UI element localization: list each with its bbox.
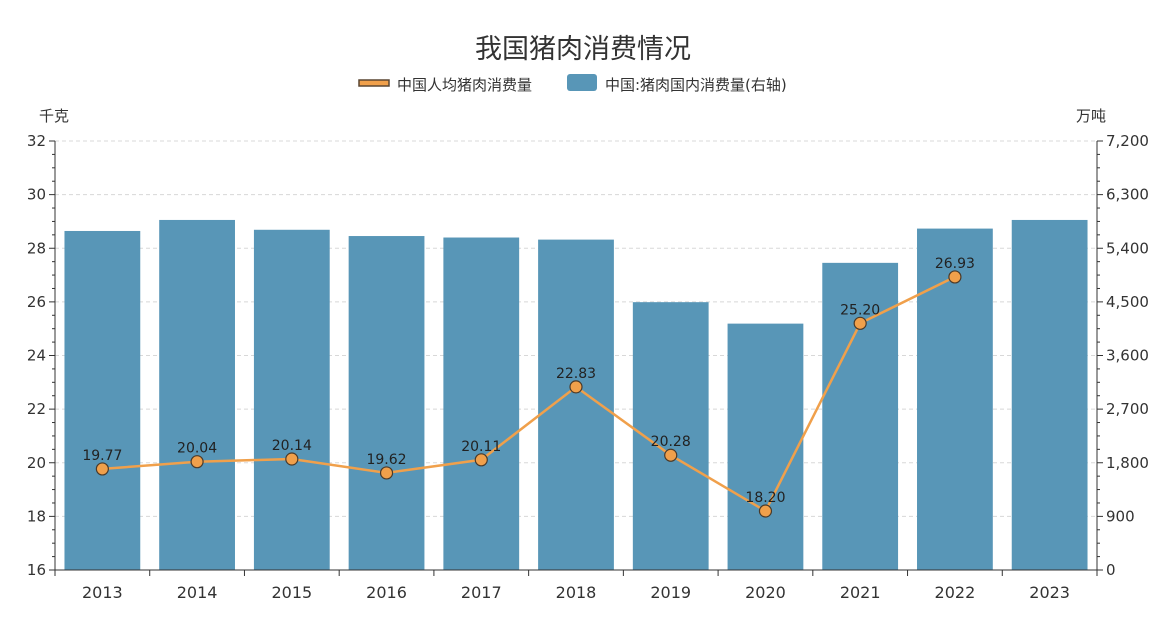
bar [727,323,804,570]
legend-label-bar: 中国:猪肉国内消费量(右轴) [605,76,787,94]
data-label: 22.83 [556,366,596,382]
y-right-tick-label: 5,400 [1106,239,1149,257]
y-right-tick-label: 4,500 [1106,293,1149,311]
bar [253,229,330,570]
data-point [948,270,962,284]
data-label: 18.20 [745,490,785,506]
data-point [379,466,394,480]
legend-bar-swatch [567,74,597,91]
y-right-tick-label: 0 [1106,561,1116,579]
data-point [474,453,488,467]
legend[interactable]: 中国人均猪肉消费量 中国:猪肉国内消费量(右轴) [358,74,787,94]
x-tick-label: 2019 [650,583,691,602]
y-left-tick-label: 22 [27,400,46,418]
legend-item-line[interactable]: 中国人均猪肉消费量 [358,76,532,94]
line-series [95,270,962,518]
y-right-tick-label: 1,800 [1106,454,1149,472]
x-tick-label: 2014 [177,583,218,602]
y-left-tick-label: 26 [27,293,46,311]
x-tick-label: 2015 [271,583,312,602]
bar [822,262,899,570]
data-label: 20.04 [177,441,217,457]
x-tick-label: 2023 [1029,583,1070,602]
series-line [102,275,956,513]
x-tick-label: 2020 [745,583,786,602]
x-tick-label: 2021 [840,583,881,602]
data-label: 25.20 [840,302,880,318]
data-label: 19.77 [82,448,122,464]
x-tick-label: 2013 [82,583,123,602]
legend-item-bar[interactable]: 中国:猪肉国内消费量(右轴) [567,74,787,94]
bar [64,230,141,571]
bar [443,237,520,570]
y-right-tick-label: 6,300 [1106,186,1149,204]
bar-series [64,219,1088,571]
y-left-tick-label: 30 [27,186,46,204]
y-right-tick-label: 3,600 [1106,347,1149,365]
y-left-tick-label: 24 [27,347,46,365]
y-left-tick-label: 18 [27,507,46,525]
data-label: 26.93 [935,256,975,272]
data-point [758,504,773,518]
data-label: 19.62 [366,452,406,468]
y-left-tick-label: 20 [27,454,46,472]
data-point [664,448,678,462]
data-label: 20.14 [272,438,312,454]
y-left-unit: 千克 [39,107,69,125]
legend-label-line: 中国人均猪肉消费量 [397,76,532,94]
chart-title: 我国猪肉消费情况 [475,34,691,65]
data-point [853,316,867,330]
data-labels: 19.77 20.04 20.14 19.62 20.11 22.83 20.28 18.20… [82,256,975,506]
data-point [190,455,204,469]
x-tick-label: 2022 [935,583,976,602]
x-tick-label: 2018 [556,583,597,602]
y-right-unit: 万吨 [1076,107,1106,125]
axes: 16 0 18 900 20 1,800 22 2,700 24 3,600 26 4,500 28 5,… [27,132,1149,602]
data-label: 20.11 [461,439,501,455]
data-point [569,380,583,394]
y-right-tick-label: 7,200 [1106,132,1149,150]
x-tick-label: 2017 [461,583,502,602]
data-label: 20.28 [651,434,691,450]
data-point [285,452,299,466]
y-right-tick-label: 900 [1106,507,1135,525]
y-right-tick-label: 2,700 [1106,400,1149,418]
y-left-tick-label: 28 [27,239,46,257]
bar [159,219,235,570]
bar [917,228,993,570]
bar [1011,219,1088,570]
data-point [95,462,109,476]
x-tick-label: 2016 [366,583,407,602]
y-left-tick-label: 32 [27,132,46,150]
y-left-tick-label: 16 [27,561,46,579]
bar [348,236,425,571]
legend-line-swatch [358,79,390,87]
